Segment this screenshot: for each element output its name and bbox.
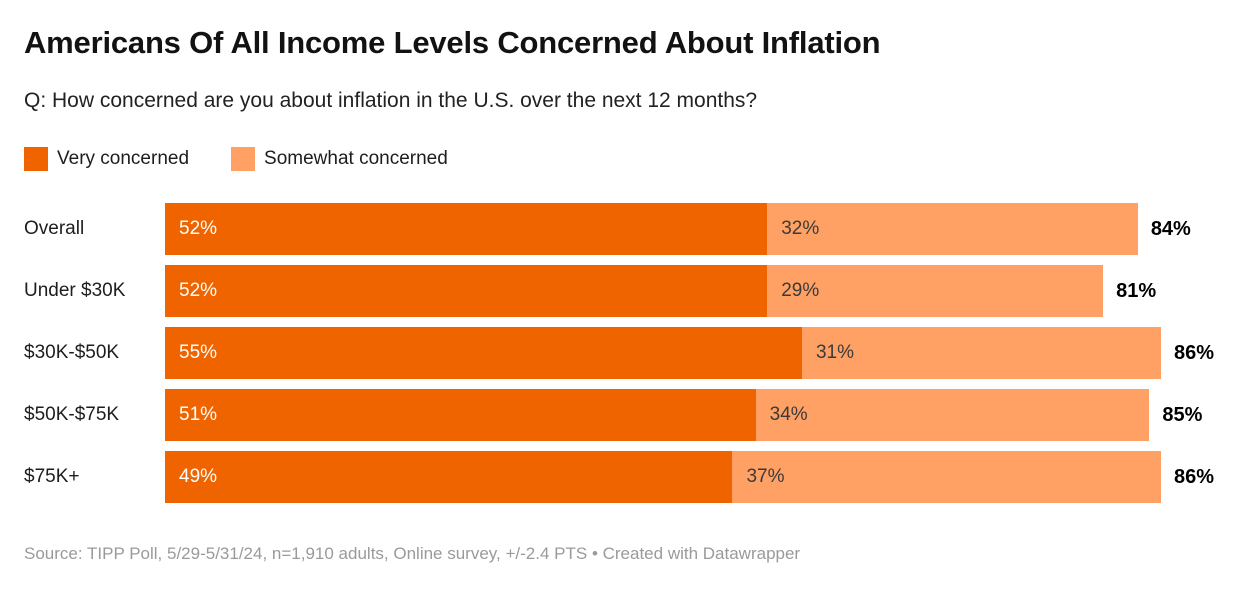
- category-label: $50K-$75K: [24, 403, 120, 425]
- bar-segment-somewhat-concerned: 31%: [801, 327, 1161, 380]
- category-label: Under $30K: [24, 279, 126, 301]
- legend-label-very-concerned: Very concerned: [57, 148, 190, 170]
- source-note: Source: TIPP Poll, 5/29-5/31/24, n=1,910…: [24, 544, 801, 564]
- bar-segment-somewhat-concerned: 37%: [732, 451, 1161, 504]
- bar-segment-very-concerned: 55%: [165, 327, 802, 380]
- chart-row: Overall 52% 32% 84%: [24, 203, 1216, 256]
- bar-segment-very-concerned: 49%: [165, 451, 733, 504]
- category-label: $30K-$50K: [24, 341, 120, 363]
- bar-segment-somewhat-concerned: 32%: [767, 203, 1138, 256]
- chart-row: $50K-$75K 51% 34% 85%: [24, 389, 1216, 442]
- bar-group: 52% 32%: [165, 203, 1138, 256]
- bar-value-label: 34%: [769, 404, 808, 426]
- chart-subtitle: Q: How concerned are you about inflation…: [24, 89, 758, 113]
- chart-row: $75K+ 49% 37% 86%: [24, 451, 1216, 504]
- chart-title: Americans Of All Income Levels Concerned…: [24, 25, 881, 60]
- bar-value-label: 52%: [179, 280, 218, 302]
- legend-label-somewhat-concerned: Somewhat concerned: [264, 148, 448, 170]
- stacked-bar-chart: Overall 52% 32% 84% Under $30K 52% 29% 8…: [24, 203, 1216, 504]
- legend-item-very-concerned: Very concerned: [24, 147, 190, 172]
- bar-value-label: 51%: [179, 404, 218, 426]
- bar-segment-somewhat-concerned: 29%: [767, 265, 1104, 318]
- total-label: 86%: [1173, 465, 1215, 488]
- legend-swatch-very-concerned-icon: [24, 147, 48, 172]
- total-label: 84%: [1150, 217, 1191, 240]
- bar-group: 49% 37%: [165, 451, 1161, 504]
- bar-value-label: 49%: [179, 466, 218, 488]
- bar-value-label: 31%: [815, 342, 854, 364]
- category-label: Overall: [24, 217, 85, 239]
- total-label: 86%: [1173, 341, 1215, 364]
- bar-segment-somewhat-concerned: 34%: [755, 389, 1150, 442]
- bar-group: 51% 34%: [165, 389, 1150, 442]
- chart-row: Under $30K 52% 29% 81%: [24, 265, 1216, 318]
- bar-value-label: 32%: [781, 218, 820, 240]
- bar-group: 52% 29%: [165, 265, 1104, 318]
- bar-value-label: 29%: [781, 280, 820, 302]
- bar-segment-very-concerned: 52%: [165, 203, 768, 256]
- bar-group: 55% 31%: [165, 327, 1161, 380]
- legend-swatch-somewhat-concerned-icon: [231, 147, 256, 172]
- legend-item-somewhat-concerned: Somewhat concerned: [231, 147, 448, 172]
- bar-value-label: 52%: [179, 218, 218, 240]
- bar-value-label: 37%: [746, 466, 785, 488]
- bar-value-label: 55%: [179, 342, 218, 364]
- total-label: 85%: [1162, 403, 1203, 426]
- bar-segment-very-concerned: 52%: [165, 265, 768, 318]
- bar-segment-very-concerned: 51%: [165, 389, 756, 442]
- chart-row: $30K-$50K 55% 31% 86%: [24, 327, 1216, 380]
- total-label: 81%: [1116, 279, 1157, 302]
- legend: Very concerned Somewhat concerned: [24, 147, 1216, 172]
- category-label: $75K+: [24, 465, 80, 487]
